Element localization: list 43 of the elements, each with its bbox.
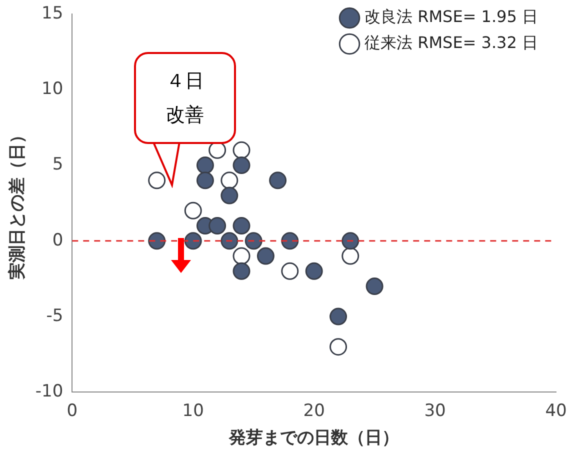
point [232,247,250,265]
point [330,308,348,326]
point [330,338,348,356]
point [281,232,299,250]
y-axis-title: 実測日との差（日） [8,126,28,281]
x-tick-label: 30 [424,400,446,421]
x-tick-label: 0 [66,400,78,421]
y-tick-label: 0 [52,230,64,250]
annotation: ４日改善 [165,69,205,128]
point [232,156,250,174]
point [220,172,238,190]
point [184,202,202,220]
point [281,262,299,280]
point [148,172,166,190]
point [256,247,274,265]
point [148,232,166,250]
y-tick-label: 15 [42,3,64,24]
legend-label: 従来法 RMSE= 3.32 日 [364,33,538,52]
x-tick-label: 10 [182,400,204,421]
point [342,247,360,265]
y-tick-label: 5 [52,154,64,175]
speech-bubble: ４日改善 [134,52,236,144]
point [269,172,287,190]
point [196,172,214,190]
point [305,262,323,280]
point [220,186,238,204]
point [220,232,238,250]
x-axis-title: 発芽までの日数（日） [228,428,400,448]
x-tick-label: 40 [545,400,567,421]
point [184,232,202,250]
point [232,262,250,280]
point [208,217,226,235]
x-tick-label: 20 [303,400,325,421]
point [196,156,214,174]
point [342,232,360,250]
point [232,217,250,235]
y-tick-label: 10 [42,79,64,100]
point [232,141,250,159]
legend-label: 改良法 RMSE= 1.95 日 [364,7,538,26]
y-tick-label: -10 [35,382,64,402]
point [366,278,384,296]
y-tick-label: -5 [46,306,64,326]
point [244,232,262,250]
